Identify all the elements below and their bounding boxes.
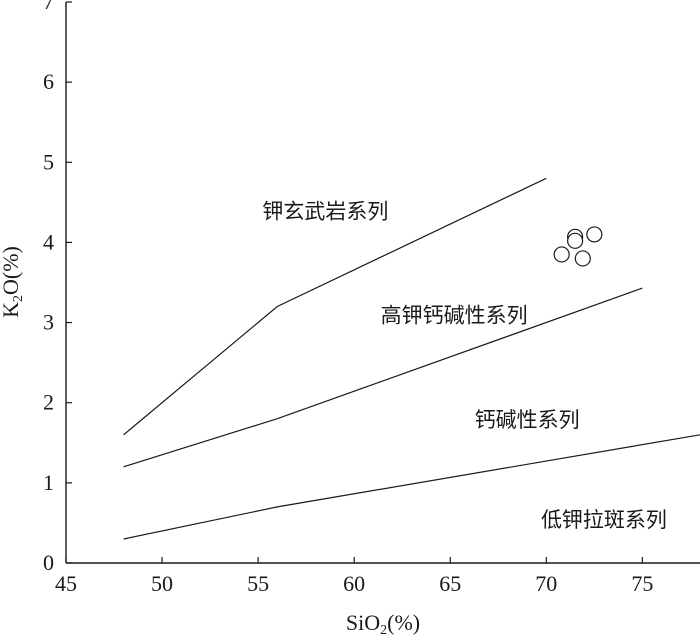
boundary-line	[123, 177, 547, 436]
y-tick-label: 4	[43, 229, 54, 254]
x-tick-label: 50	[151, 571, 173, 596]
boundary-lines	[123, 177, 700, 540]
y-ticks: 0 1 2 3 4 5 6 7	[43, 0, 72, 575]
y-tick-label: 7	[43, 0, 54, 14]
region-label: 钙碱性系列	[475, 408, 580, 432]
y-tick-label: 1	[43, 470, 54, 495]
y-tick-label: 0	[43, 550, 54, 575]
data-point	[574, 250, 591, 267]
data-point	[586, 226, 603, 243]
x-tick-label: 60	[343, 571, 365, 596]
x-tick-label: 45	[55, 571, 77, 596]
boundary-line	[123, 287, 643, 468]
x-ticks: 45 50 55 60 65 70 75	[55, 557, 653, 596]
x-axis-title: SiO2(%)	[346, 610, 420, 638]
x-tick-label: 75	[631, 571, 653, 596]
region-label: 高钾钙碱性系列	[381, 304, 528, 328]
x-tick-label: 65	[439, 571, 461, 596]
region-label: 低钾拉斑系列	[541, 508, 667, 532]
y-tick-label: 3	[43, 310, 54, 335]
y-tick-label: 2	[43, 390, 54, 415]
data-point	[553, 246, 570, 263]
x-tick-label: 55	[247, 571, 269, 596]
x-tick-label: 70	[535, 571, 557, 596]
y-tick-label: 5	[43, 149, 54, 174]
sample-points	[553, 226, 603, 267]
region-label: 钾玄武岩系列	[262, 199, 388, 223]
y-axis-title: K2O(%)	[0, 246, 26, 318]
data-point	[567, 232, 584, 249]
boundary-line	[123, 434, 700, 540]
y-tick-label: 6	[43, 69, 54, 94]
axes	[65, 2, 700, 564]
